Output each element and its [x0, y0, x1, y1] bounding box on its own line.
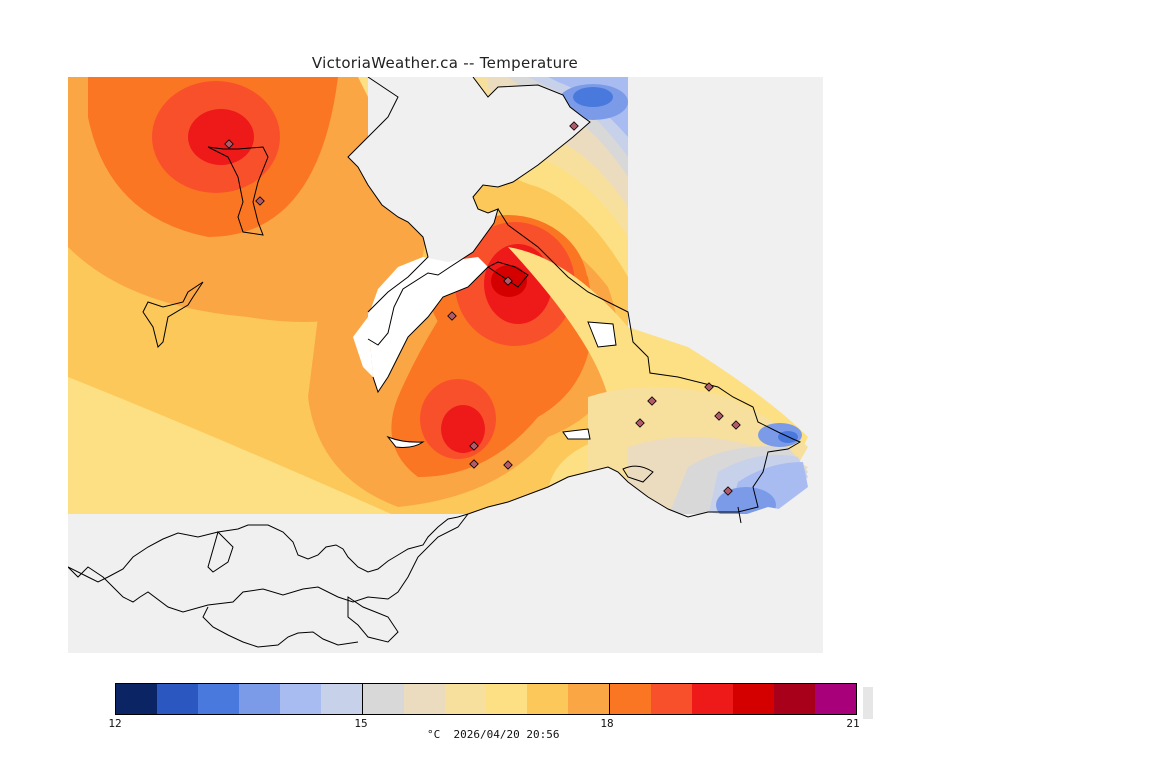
station-marker[interactable]	[731, 420, 741, 430]
station-marker[interactable]	[647, 396, 657, 406]
station-marker[interactable]	[704, 382, 714, 392]
station-marker[interactable]	[469, 459, 479, 469]
legend-swatch	[321, 684, 362, 714]
map-canvas	[68, 77, 823, 653]
legend-swatch	[774, 684, 815, 714]
legend-swatch	[239, 684, 280, 714]
legend-tick-label: 18	[600, 717, 614, 730]
station-marker[interactable]	[255, 196, 265, 206]
legend-swatch	[609, 684, 651, 714]
legend-swatch	[733, 684, 774, 714]
coastlines	[68, 77, 802, 648]
station-markers	[224, 121, 741, 496]
color-legend: 12 15 18 21	[108, 683, 860, 730]
water-mask	[68, 77, 823, 653]
station-marker[interactable]	[447, 311, 457, 321]
legend-tick-label: 15	[354, 717, 368, 730]
legend-swatch	[198, 684, 239, 714]
legend-swatch	[445, 684, 486, 714]
legend-tick-label: 12	[108, 717, 122, 730]
station-marker[interactable]	[569, 121, 579, 131]
legend-swatch	[280, 684, 321, 714]
legend-swatch	[116, 684, 157, 714]
legend-caption: °C 2026/04/20 20:56	[427, 728, 560, 741]
temperature-map[interactable]	[68, 77, 823, 653]
station-marker[interactable]	[224, 139, 234, 149]
legend-swatch	[527, 684, 568, 714]
legend-shadow	[863, 687, 873, 719]
legend-swatch	[692, 684, 733, 714]
station-marker[interactable]	[503, 460, 513, 470]
legend-tick-label: 21	[846, 717, 860, 730]
legend-colorbar	[115, 683, 857, 715]
legend-swatch	[362, 684, 404, 714]
map-title: VictoriaWeather.ca -- Temperature	[311, 54, 579, 72]
legend-swatch	[568, 684, 609, 714]
station-marker[interactable]	[723, 486, 733, 496]
legend-swatch	[651, 684, 692, 714]
legend-swatch	[404, 684, 445, 714]
station-marker[interactable]	[469, 441, 479, 451]
station-marker[interactable]	[635, 418, 645, 428]
legend-swatch	[486, 684, 527, 714]
legend-swatch	[815, 684, 856, 714]
station-marker[interactable]	[714, 411, 724, 421]
legend-swatch	[157, 684, 198, 714]
legend-ticks: 12 15 18 21	[108, 715, 860, 730]
station-marker[interactable]	[503, 276, 513, 286]
